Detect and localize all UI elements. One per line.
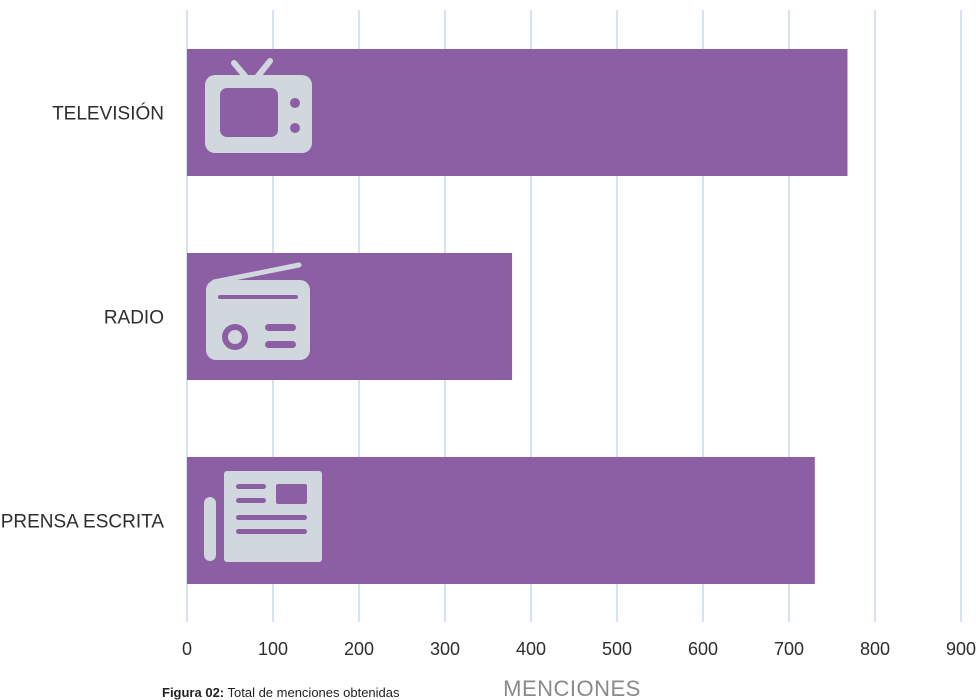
x-tick-label-100: 100 <box>258 639 288 659</box>
x-tick-label-500: 500 <box>602 639 632 659</box>
x-axis-title: MENCIONES <box>503 676 641 700</box>
x-tick-label-900: 900 <box>946 639 976 659</box>
tv-icon <box>205 58 312 153</box>
newspaper-icon <box>204 471 322 562</box>
category-label-radio: RADIO <box>104 308 164 329</box>
x-tick-label-700: 700 <box>774 639 804 659</box>
radio-icon <box>206 262 310 360</box>
caption-text: Total de menciones obtenidas <box>224 685 400 700</box>
x-tick-labels: 0 100 200 300 400 500 600 700 800 900 <box>182 639 976 659</box>
x-tick-label-300: 300 <box>430 639 460 659</box>
figure-caption: Figura 02: Total de menciones obtenidas <box>162 686 400 700</box>
category-label-television: TELEVISIÓN <box>52 103 164 125</box>
category-labels: TELEVISIÓN RADIO PRENSA ESCRITA <box>1 103 165 533</box>
category-label-prensa-escrita: PRENSA ESCRITA <box>1 512 165 533</box>
x-tick-label-800: 800 <box>860 639 890 659</box>
x-tick-label-600: 600 <box>688 639 718 659</box>
x-tick-label-400: 400 <box>516 639 546 659</box>
x-tick-label-0: 0 <box>182 639 192 659</box>
caption-label: Figura 02: <box>162 685 225 700</box>
bars <box>187 49 848 584</box>
x-tick-label-200: 200 <box>344 639 374 659</box>
